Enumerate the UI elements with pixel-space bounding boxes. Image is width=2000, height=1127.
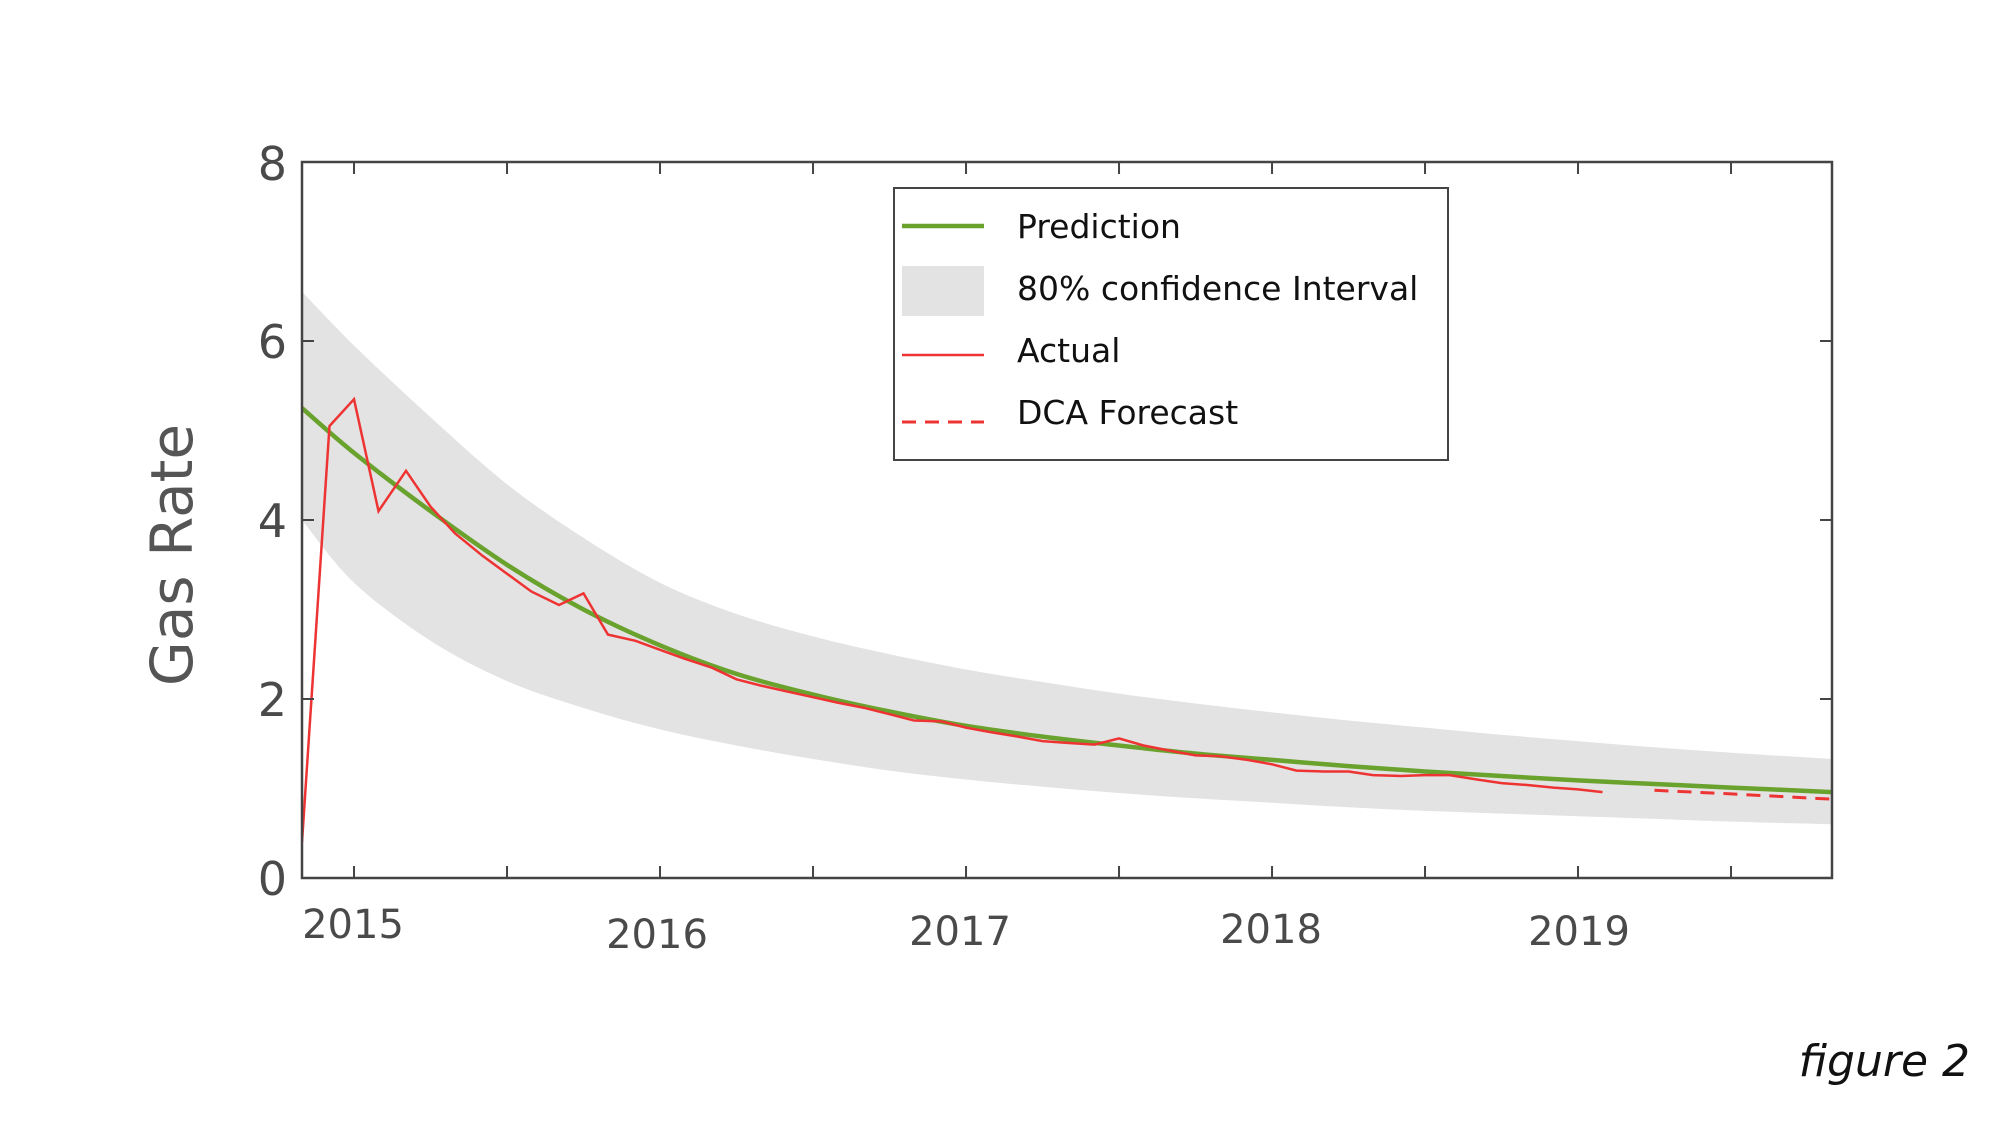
legend: Prediction 80% confidence Interval Actua…	[893, 187, 1449, 461]
y-axis-title: Gas Rate	[138, 424, 206, 686]
legend-label-prediction: Prediction	[1017, 207, 1181, 246]
confidence-interval-band	[302, 291, 1832, 825]
legend-label-dca: DCA Forecast	[1017, 393, 1238, 432]
y-tick-label-2: 2	[258, 673, 287, 727]
x-tick-label-2017: 2017	[909, 909, 1011, 955]
x-tick-label-2016: 2016	[606, 912, 708, 958]
x-tick-label-2018: 2018	[1220, 907, 1322, 953]
legend-swatch-confidence	[902, 266, 984, 316]
dca-forecast-line	[1654, 788, 1832, 801]
actual-line	[302, 396, 1603, 843]
prediction-line	[302, 406, 1832, 795]
y-tick-label-6: 6	[258, 315, 287, 369]
legend-label-actual: Actual	[1017, 331, 1120, 370]
x-tick-label-2019: 2019	[1528, 909, 1630, 955]
figure-caption: figure 2	[1798, 1036, 1970, 1087]
legend-box	[893, 187, 1449, 461]
y-tick-label-8: 8	[258, 137, 287, 191]
legend-label-confidence: 80% confidence Interval	[1017, 269, 1418, 308]
axis-ticks	[302, 161, 1832, 879]
x-tick-label-2015: 2015	[302, 902, 404, 948]
y-tick-label-4: 4	[258, 494, 287, 548]
y-tick-label-0: 0	[258, 852, 287, 906]
